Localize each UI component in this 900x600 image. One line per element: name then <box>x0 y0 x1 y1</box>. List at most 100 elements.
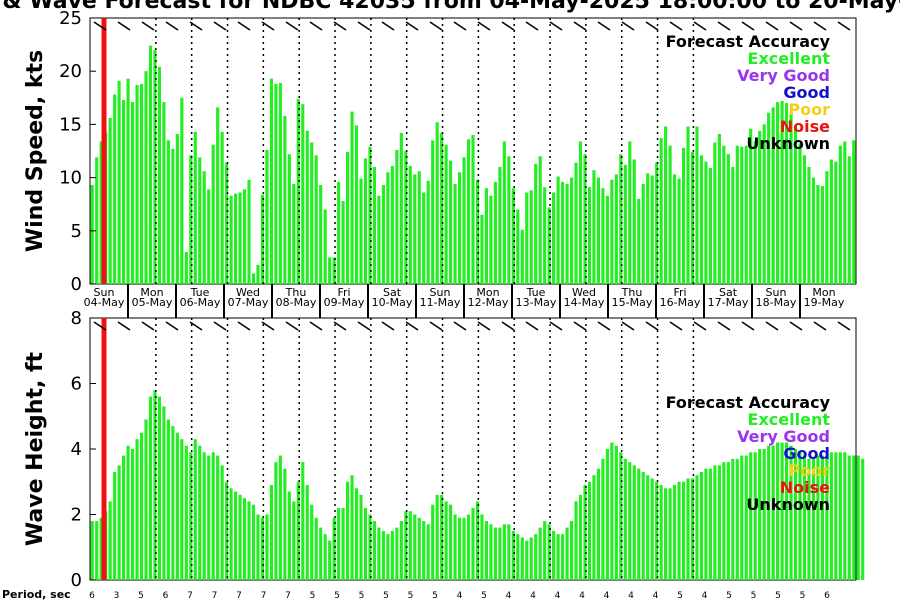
bar <box>95 521 99 580</box>
bar <box>117 80 121 284</box>
bar <box>310 142 314 284</box>
bar <box>229 195 233 284</box>
direction-arrow <box>453 321 467 331</box>
bar <box>216 455 220 580</box>
bar <box>807 166 811 284</box>
direction-arrow <box>165 21 179 31</box>
period-value: 5 <box>432 591 438 600</box>
bar <box>242 498 247 580</box>
period-value: 4 <box>530 591 536 600</box>
bar <box>422 521 426 580</box>
bar <box>646 475 650 580</box>
bar <box>681 147 686 284</box>
legend-entry: Very Good <box>737 427 830 446</box>
bar <box>350 111 354 284</box>
period-value: 7 <box>285 591 291 600</box>
direction-arrow <box>549 321 563 331</box>
bar <box>148 45 153 284</box>
bar <box>758 130 762 284</box>
bar <box>825 455 829 580</box>
direction-arrow <box>693 21 707 31</box>
bar <box>619 452 623 580</box>
bar <box>726 154 730 284</box>
bar <box>529 190 533 284</box>
y-tick-label: 0 <box>71 274 82 295</box>
day-name: Sun <box>766 286 787 299</box>
direction-arrow <box>645 321 659 331</box>
y-tick-label: 6 <box>71 374 82 395</box>
y-tick-label: 8 <box>71 308 82 329</box>
bar <box>569 521 574 580</box>
direction-arrow <box>261 21 275 31</box>
bar <box>632 159 636 284</box>
bar <box>449 504 453 580</box>
bar <box>596 177 600 284</box>
direction-arrow <box>261 321 275 331</box>
day-name: Mon <box>476 286 499 299</box>
bar <box>740 146 744 284</box>
bar <box>628 462 632 580</box>
bar <box>341 507 345 580</box>
bar <box>520 537 524 580</box>
bar <box>157 396 162 580</box>
bar <box>269 78 273 284</box>
bar <box>516 534 520 580</box>
bar <box>789 445 793 580</box>
bar <box>610 442 614 580</box>
bar <box>283 115 287 284</box>
period-axis-label: Period, sec <box>2 588 71 600</box>
bar <box>332 257 336 284</box>
day-date: 06-May <box>180 296 221 309</box>
bar <box>449 160 453 284</box>
bar <box>457 517 462 580</box>
period-value: 4 <box>457 591 463 600</box>
bar <box>749 452 753 580</box>
bar <box>847 455 851 580</box>
bar <box>767 445 771 580</box>
direction-arrow <box>405 21 419 31</box>
bar <box>323 209 327 284</box>
bar <box>677 178 681 284</box>
bar <box>274 83 278 284</box>
y-axis-label: Wave Height, ft <box>23 351 48 546</box>
bar <box>283 468 287 580</box>
legend-entry: Very Good <box>737 66 830 85</box>
bar <box>762 449 766 580</box>
bar <box>717 133 721 284</box>
direction-arrow <box>381 21 395 31</box>
bar <box>744 455 748 580</box>
direction-arrow <box>237 321 251 331</box>
bar <box>816 455 820 580</box>
bar <box>184 445 188 580</box>
period-value: 6 <box>824 591 830 600</box>
bar <box>583 485 587 580</box>
bar <box>328 540 332 580</box>
day-date: 19-May <box>804 296 845 309</box>
direction-arrow <box>669 321 683 331</box>
direction-arrow <box>789 321 803 331</box>
period-value: 6 <box>89 591 95 600</box>
bar <box>332 517 336 580</box>
period-value: 4 <box>604 591 610 600</box>
bar <box>475 179 480 284</box>
period-value: 4 <box>506 591 512 600</box>
bar <box>726 462 730 580</box>
bar <box>758 449 762 580</box>
bar <box>601 458 605 580</box>
bar <box>538 156 542 284</box>
wave-height-panel: 0 2 4 6 8 Wave Height, ft <box>23 308 865 591</box>
bar <box>305 130 309 284</box>
direction-arrow <box>93 21 107 31</box>
bar <box>484 521 489 580</box>
bar <box>561 534 565 580</box>
bar <box>664 126 668 284</box>
bar <box>457 172 462 284</box>
day-date: 13-May <box>516 296 557 309</box>
bar <box>789 113 793 284</box>
bar <box>175 432 179 580</box>
bar <box>471 135 475 284</box>
bar <box>596 468 600 580</box>
bar <box>673 174 677 284</box>
bar <box>511 530 515 580</box>
bar <box>493 527 497 580</box>
